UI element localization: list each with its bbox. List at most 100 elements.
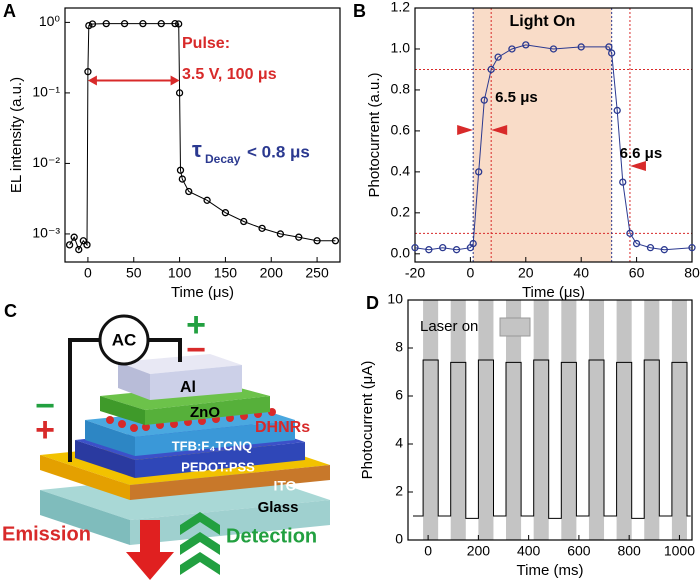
y-tick-label: 4: [395, 435, 403, 451]
x-tick-label: 40: [573, 265, 589, 281]
y-tick-label: 8: [395, 339, 403, 355]
data-point: [178, 175, 186, 183]
data-point: [175, 20, 183, 28]
plot-frame: [414, 7, 693, 263]
x-tick-label: 600: [567, 543, 591, 559]
data-point: [102, 19, 110, 28]
detection-label: Detection: [226, 525, 317, 547]
data-point: [171, 19, 179, 28]
x-axis-label: Time (ms): [517, 562, 584, 579]
ac-source: [98, 314, 150, 366]
data-point: [120, 19, 129, 28]
annotation: 3.5 V, 100 μs: [182, 66, 277, 83]
data-point: [88, 20, 97, 28]
data-point: [157, 19, 165, 28]
legend-swatch: [499, 317, 531, 337]
pedot-side: [75, 440, 135, 478]
legend-label: Laser on: [420, 318, 478, 335]
data-point: [626, 229, 634, 237]
x-tick-label: 1000: [664, 543, 695, 559]
data-point: [613, 106, 621, 115]
tfb-front: [135, 420, 295, 456]
data-point: [331, 237, 340, 245]
y-tick-label: 0.4: [391, 163, 411, 179]
annotation: 6.5 μs: [495, 89, 538, 106]
layer-label: ZnO: [190, 404, 220, 421]
data-line: [69, 23, 336, 251]
data-point: [632, 239, 641, 248]
wire: [148, 338, 182, 362]
data-point: [619, 178, 627, 186]
annotation: Light On: [510, 13, 576, 30]
x-tick-label: 0: [424, 543, 432, 559]
x-tick-label: 400: [517, 543, 541, 559]
layer-label: DHNRs: [255, 419, 310, 436]
polarity: +: [186, 306, 206, 344]
al-front: [150, 365, 242, 400]
y-tick-label: 0.6: [391, 122, 411, 138]
x-tick-label: 150: [214, 265, 238, 281]
y-axis-label: Photocurrent (μA): [359, 361, 376, 480]
arrow-head: [629, 161, 646, 171]
laser-on-bar: [561, 300, 577, 540]
x-tick-label: 200: [467, 543, 491, 559]
data-point: [439, 244, 447, 252]
layer-label: Al: [180, 379, 196, 396]
glass-side: [40, 490, 130, 545]
data-point: [660, 246, 668, 254]
x-tick-label: 800: [617, 543, 641, 559]
data-point: [295, 233, 303, 241]
laser-on-bar: [616, 300, 632, 540]
laser-on-bar: [506, 300, 522, 540]
data-point: [469, 239, 477, 248]
x-tick-label: 60: [629, 265, 645, 281]
panel-label: D: [366, 293, 379, 313]
data-point: [258, 224, 266, 233]
arrow-head: [87, 75, 97, 86]
y-tick-label: 0.0: [391, 245, 411, 261]
y-tick-label: 10: [387, 291, 403, 307]
annotation: τ: [192, 137, 202, 162]
data-point: [276, 230, 285, 238]
data-point: [75, 245, 83, 254]
y-tick-label: 1.2: [391, 0, 411, 15]
layer-label: Glass: [258, 499, 299, 516]
laser-on-bar: [533, 300, 549, 540]
data-point: [240, 217, 248, 226]
x-tick-label: 80: [684, 265, 700, 281]
polarity: +: [35, 411, 55, 449]
data-point: [608, 49, 616, 57]
polarity: −: [186, 331, 206, 369]
emission-arrow: [126, 520, 174, 580]
tfb-side: [85, 420, 135, 456]
y-tick-label: 1.0: [391, 40, 411, 56]
x-tick-label: 50: [126, 265, 142, 281]
wire: [68, 338, 100, 462]
y-tick-label: 6: [395, 387, 403, 403]
panel-label: C: [4, 301, 17, 321]
light-on-region: [473, 8, 612, 262]
data-point: [549, 45, 558, 53]
laser-on-bar: [644, 300, 660, 540]
plot-frame: [407, 299, 693, 541]
y-tick-label: 10⁰: [39, 13, 61, 29]
data-point: [70, 233, 78, 241]
laser-on-bar: [478, 300, 494, 540]
annotation: 6.6 μs: [620, 145, 663, 162]
x-axis-label: Time (μs): [522, 284, 585, 301]
al-side: [118, 362, 150, 400]
data-point: [175, 89, 184, 97]
data-point: [84, 68, 92, 76]
data-point: [425, 246, 433, 254]
emission-label: Emission: [2, 523, 91, 545]
data-point: [411, 244, 419, 252]
data-point: [577, 43, 585, 51]
data-point: [688, 244, 696, 252]
x-tick-label: 100: [168, 265, 192, 281]
x-tick-label: 0: [467, 265, 475, 281]
x-tick-label: 250: [305, 265, 329, 281]
pedot-front: [135, 442, 305, 478]
panel-label: B: [353, 1, 366, 21]
laser-on-bar: [423, 300, 439, 540]
